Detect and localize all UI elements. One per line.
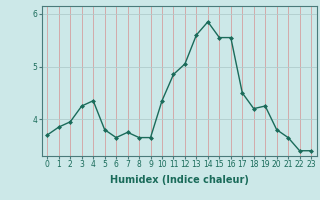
X-axis label: Humidex (Indice chaleur): Humidex (Indice chaleur)	[110, 175, 249, 185]
